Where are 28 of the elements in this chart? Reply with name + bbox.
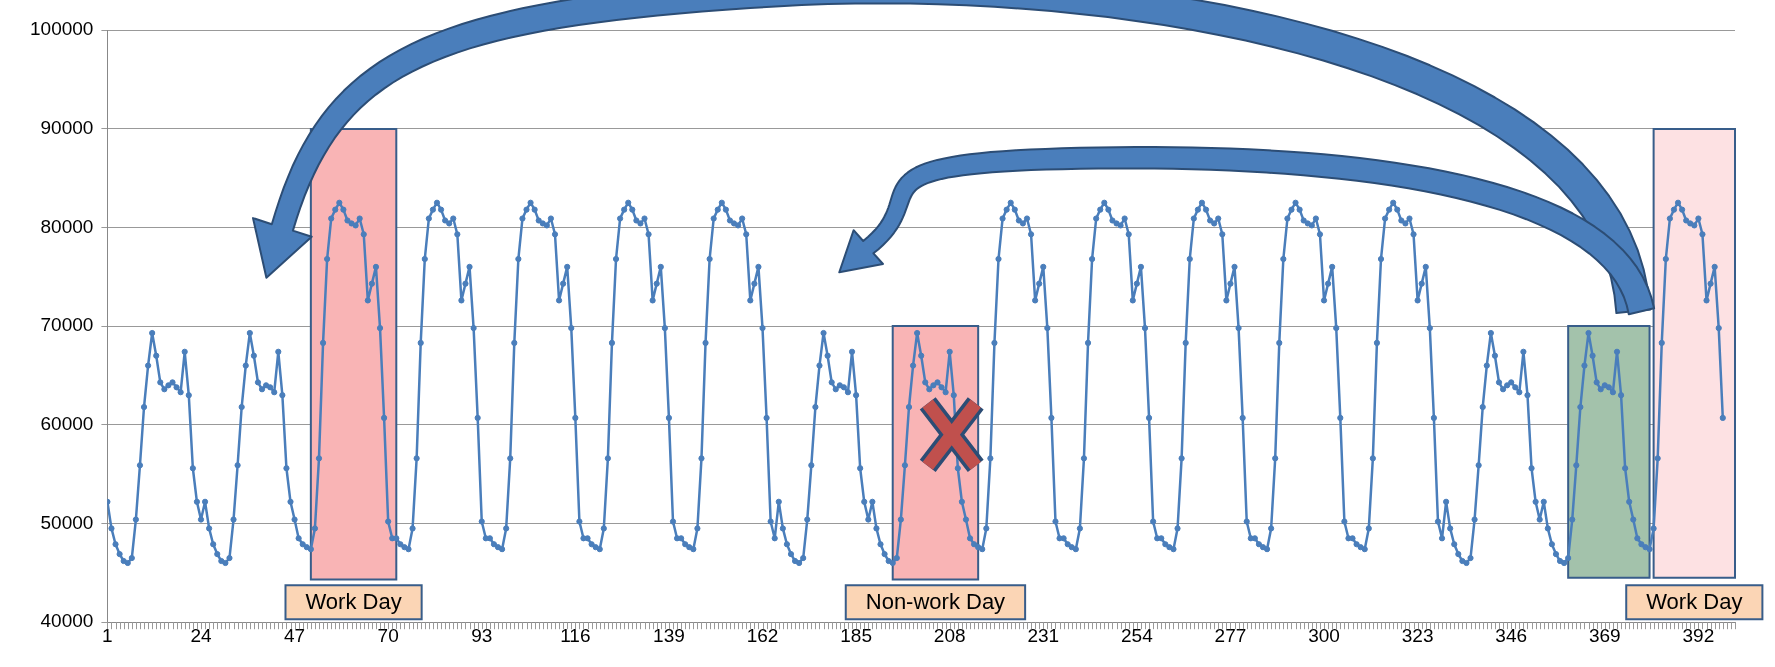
- x-tick-label: 70: [377, 624, 399, 646]
- x-tick-label: 392: [1682, 624, 1715, 646]
- x-tick-label: 162: [746, 624, 779, 646]
- x-tick-label: 231: [1027, 624, 1060, 646]
- x-tick-label: 323: [1401, 624, 1434, 646]
- x-tick-label: 93: [471, 624, 493, 646]
- y-tick-label: 100000: [30, 18, 94, 40]
- y-tick-label: 80000: [40, 215, 94, 237]
- x-tick-label: 208: [933, 624, 966, 646]
- y-tick-label: 50000: [40, 511, 94, 533]
- x-tick-label: 185: [840, 624, 872, 646]
- x-tick-label: 1: [102, 624, 113, 646]
- x-tick-label: 47: [284, 624, 306, 646]
- x-tick-label: 277: [1214, 624, 1247, 646]
- band-label: Work Day: [1646, 589, 1743, 615]
- x-tick-label: 139: [653, 624, 685, 646]
- x-tick-label: 346: [1495, 624, 1528, 646]
- y-tick-label: 60000: [40, 413, 94, 435]
- band-label: Non-work Day: [865, 589, 1006, 615]
- x-tick-label: 116: [560, 624, 591, 646]
- y-tick-label: 40000: [40, 610, 94, 632]
- y-tick-label: 90000: [40, 116, 94, 138]
- band-label: Work Day: [305, 589, 402, 615]
- x-tick-label: 369: [1588, 624, 1621, 646]
- x-tick-label: 300: [1308, 624, 1340, 646]
- y-tick-label: 70000: [40, 314, 94, 336]
- x-tick-label: 254: [1121, 624, 1154, 646]
- x-tick-label: 24: [190, 624, 212, 646]
